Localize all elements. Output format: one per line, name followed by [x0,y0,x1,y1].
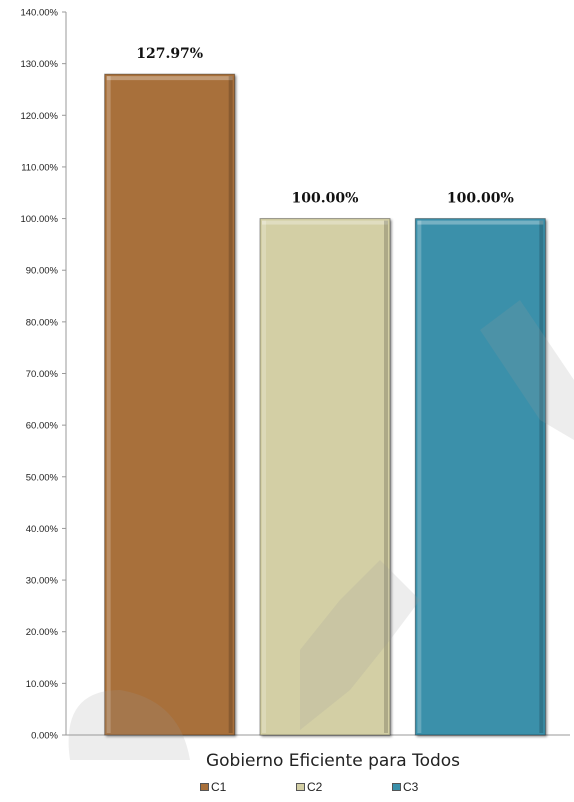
legend-swatch [392,783,401,791]
bar-bevel-left [262,220,266,734]
y-tick-label: 20.00% [26,627,59,638]
bar-rect [414,218,546,736]
y-tick-label: 60.00% [26,421,59,432]
bar-bevel-left [417,220,422,734]
legend-swatch [296,783,305,791]
legend: C1 C2 C3 [0,780,574,798]
bar-c2 [259,218,391,736]
legend-item-c2: C2 [296,780,322,794]
bar-chart: 0.00% 10.00% 20.00% 30.00% 40.00% 50.00% 60.00… [20,8,574,771]
y-tick-label: 100.00% [20,214,58,225]
y-tick-label: 110.00% [21,162,58,173]
legend-item-c3: C3 [392,780,418,794]
y-tick-label: 80.00% [26,317,59,328]
bar-rect [104,73,236,736]
watermark [68,300,574,760]
bar-rect [259,218,391,736]
y-tick-label: 90.00% [26,266,59,277]
bar-bevel-top [106,76,233,81]
y-tick-label: 50.00% [26,472,59,483]
bar-c3 [414,218,546,736]
data-label-c3: 100.00% [447,191,514,207]
legend-item-c1: C1 [200,780,226,794]
y-tick-label: 30.00% [26,576,59,587]
y-tick-label: 10.00% [26,679,59,690]
y-tick-label: 130.00% [20,59,58,70]
bar-bevel-right [228,76,233,734]
bar-bevel-top [417,220,544,225]
bar-bevel-left [106,76,111,734]
legend-label: C2 [307,780,323,794]
y-tick-label: 0.00% [31,731,58,742]
bar-bevel-top [262,220,388,225]
legend-label: C1 [211,780,227,794]
bar-bevel-right [384,220,388,734]
y-tick-label: 120.00% [20,111,58,122]
y-tick-label: 70.00% [26,369,59,380]
data-label-c2: 100.00% [292,191,359,207]
x-category-label: Gobierno Eficiente para Todos [206,751,460,771]
bar-bevel-right [539,220,544,734]
bar-c1 [104,73,236,736]
data-label-c1: 127.97% [136,46,203,62]
legend-swatch [200,783,209,791]
y-tick-label: 40.00% [26,524,59,535]
y-tick-label: 140.00% [20,8,58,19]
legend-label: C3 [403,780,419,794]
